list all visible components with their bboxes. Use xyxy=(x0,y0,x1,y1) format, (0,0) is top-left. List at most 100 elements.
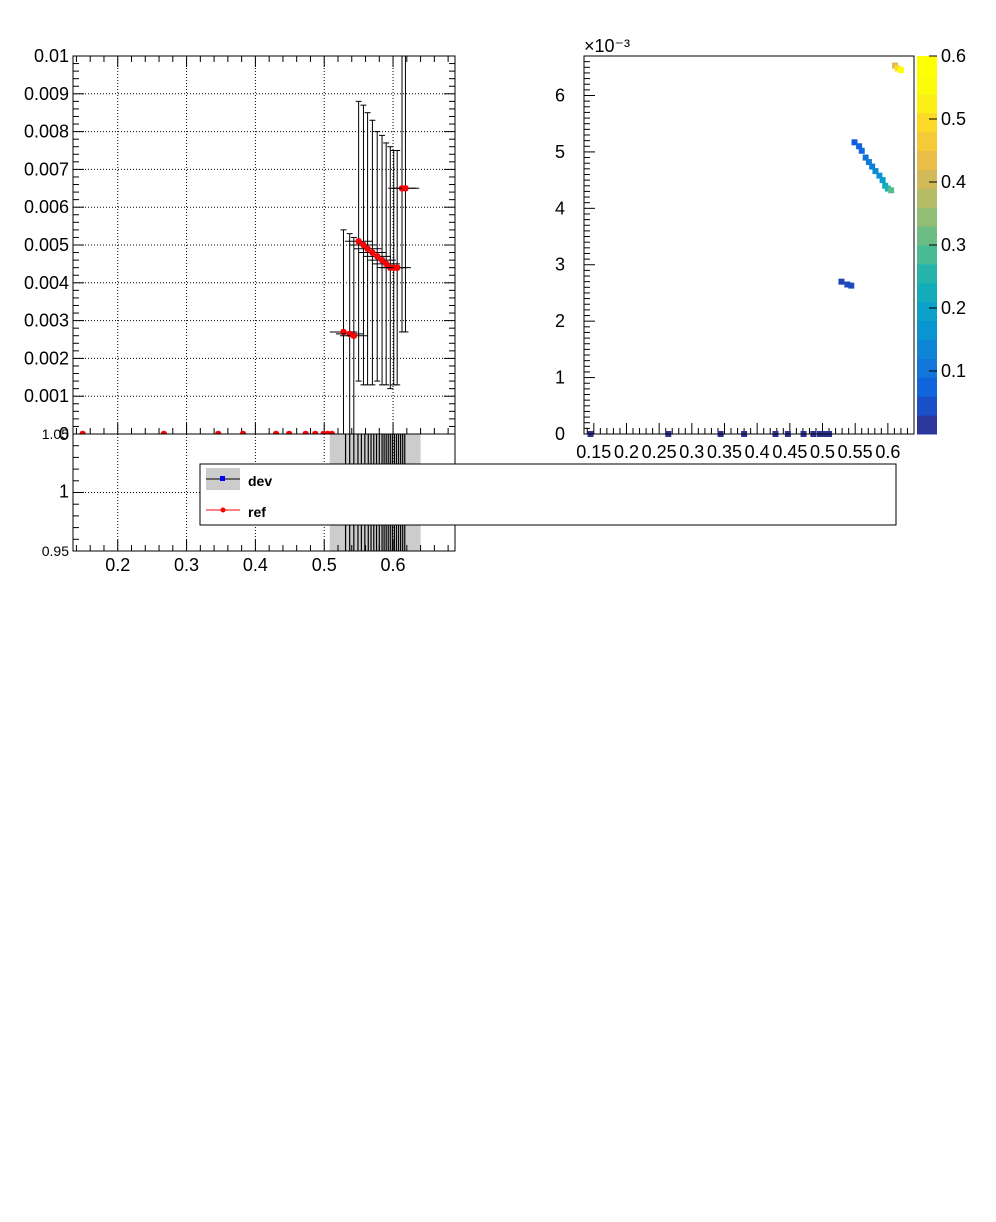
main-y-tick-label: 0.01 xyxy=(34,46,69,66)
main-y-tick-label: 0 xyxy=(59,424,69,444)
ref-point xyxy=(364,245,371,252)
palette-segment xyxy=(917,56,937,76)
ref-point xyxy=(350,332,358,339)
palette-segment xyxy=(917,396,937,416)
heatmap-x-tick-label: 0.6 xyxy=(875,442,900,462)
legend-label-ref: ref xyxy=(248,504,266,520)
main-y-tick-label: 0.008 xyxy=(24,122,69,142)
heatmap-x-tick-label: 0.4 xyxy=(745,442,770,462)
palette-tick-label: 0.1 xyxy=(941,361,966,381)
palette-segment xyxy=(917,358,937,378)
heatmap-cell xyxy=(856,143,863,150)
ratio-y-tick-label: 1 xyxy=(59,482,69,502)
palette-segment xyxy=(917,188,937,208)
heatmap-cell xyxy=(894,65,901,72)
palette-segment xyxy=(917,415,937,435)
ratio-x-tick-label: 0.4 xyxy=(243,555,268,575)
main-y-tick-label: 0.009 xyxy=(24,84,69,104)
ref-point xyxy=(355,238,362,245)
heatmap-cell xyxy=(858,147,865,154)
main-y-tick-label: 0.002 xyxy=(24,348,69,368)
ref-point xyxy=(402,185,409,192)
palette-segment xyxy=(917,226,937,246)
palette-segment xyxy=(917,74,937,95)
ref-point xyxy=(360,241,367,249)
palette-segment xyxy=(917,207,937,227)
main-data-points xyxy=(79,55,420,438)
legend-dev-square-marker xyxy=(220,476,225,481)
palette-segment xyxy=(917,263,937,284)
heatmap-y-tick-label: 0 xyxy=(555,424,565,444)
ref-point xyxy=(369,249,376,256)
main-grid xyxy=(73,56,455,434)
ratio-x-tick-label: 0.3 xyxy=(174,555,199,575)
heatmap-cell xyxy=(869,163,876,170)
heatmap-ticks xyxy=(584,55,908,435)
heatmap-x-tick-label: 0.3 xyxy=(679,442,704,462)
heatmap-x-tick-label: 0.45 xyxy=(772,442,807,462)
ratio-x-tick-label: 0.6 xyxy=(381,555,406,575)
heatmap-cell xyxy=(848,282,855,289)
ref-point xyxy=(382,260,390,268)
legend-box xyxy=(199,463,897,526)
heatmap-y-tick-label: 1 xyxy=(555,368,565,388)
heatmap-y-multiplier: ×10⁻³ xyxy=(584,36,630,56)
palette-tick-label: 0.2 xyxy=(941,298,966,318)
palette-segment xyxy=(917,339,937,359)
legend: dev ref xyxy=(199,463,897,526)
heatmap-plot-frame xyxy=(583,55,915,435)
ratio-y-tick-labels: 0.95 1 1.05 xyxy=(42,426,69,559)
legend-ref-circle-marker xyxy=(220,507,226,513)
heatmap-y-tick-label: 2 xyxy=(555,311,565,331)
ratio-x-tick-label: 0.2 xyxy=(105,555,130,575)
heatmap-cell xyxy=(844,281,851,288)
ratio-y-tick-label: 1.05 xyxy=(42,426,69,442)
heatmap-cell xyxy=(884,185,891,192)
palette-segment xyxy=(917,282,937,303)
heatmap-x-tick-labels: 0.15 0.2 0.25 0.3 0.35 0.4 0.45 0.5 0.55 0.6 xyxy=(576,442,900,462)
color-palette xyxy=(917,56,937,435)
palette-segment xyxy=(917,301,937,322)
heatmap-cell xyxy=(876,172,883,179)
heatmap-x-tick-label: 0.35 xyxy=(707,442,742,462)
heatmap-cell xyxy=(872,168,879,175)
palette-segment xyxy=(917,377,937,397)
heatmap-cell xyxy=(879,177,886,184)
legend-label-dev: dev xyxy=(248,473,272,489)
palette-segment xyxy=(917,112,937,133)
palette-segment xyxy=(917,150,937,170)
heatmap-cell xyxy=(862,154,869,161)
heatmap-cell xyxy=(851,139,858,146)
heatmap-cell xyxy=(897,67,904,74)
heatmap-y-tick-labels: 0 1 2 3 4 5 6 xyxy=(555,85,565,444)
heatmap-cell xyxy=(838,278,845,285)
heatmap-y-tick-label: 3 xyxy=(555,255,565,275)
heatmap-x-tick-label: 0.25 xyxy=(642,442,677,462)
heatmap-plot-area xyxy=(584,56,914,434)
palette-tick-label: 0.4 xyxy=(941,172,966,192)
ref-point xyxy=(374,253,381,260)
ratio-x-tick-label: 0.5 xyxy=(312,555,337,575)
palette-tick-label: 0.3 xyxy=(941,235,966,255)
palette-segment xyxy=(917,131,937,151)
palette-segment xyxy=(917,320,937,340)
ref-point xyxy=(393,264,401,271)
main-plot-panel: 0 0.001 0.002 0.003 0.004 0.005 0.006 0.007 0.00… xyxy=(24,46,456,444)
heatmap-cell xyxy=(888,187,895,194)
heatmap-x-tick-label: 0.5 xyxy=(810,442,835,462)
legend-entry-ref: ref xyxy=(206,504,266,520)
main-y-tick-label: 0.006 xyxy=(24,197,69,217)
heatmap-x-tick-label: 0.2 xyxy=(614,442,639,462)
main-y-tick-label: 0.004 xyxy=(24,273,69,293)
palette-tick-label: 0.6 xyxy=(941,46,966,66)
main-ticks xyxy=(73,55,455,435)
palette-segment xyxy=(917,93,937,114)
main-y-tick-label: 0.007 xyxy=(24,159,69,179)
main-y-tick-labels: 0 0.001 0.002 0.003 0.004 0.005 0.006 0.007 0.00… xyxy=(24,46,69,444)
heatmap-y-tick-label: 5 xyxy=(555,142,565,162)
heatmap-cell xyxy=(865,159,872,166)
legend-entry-dev: dev xyxy=(206,468,272,490)
heatmap-x-tick-label: 0.15 xyxy=(576,442,611,462)
